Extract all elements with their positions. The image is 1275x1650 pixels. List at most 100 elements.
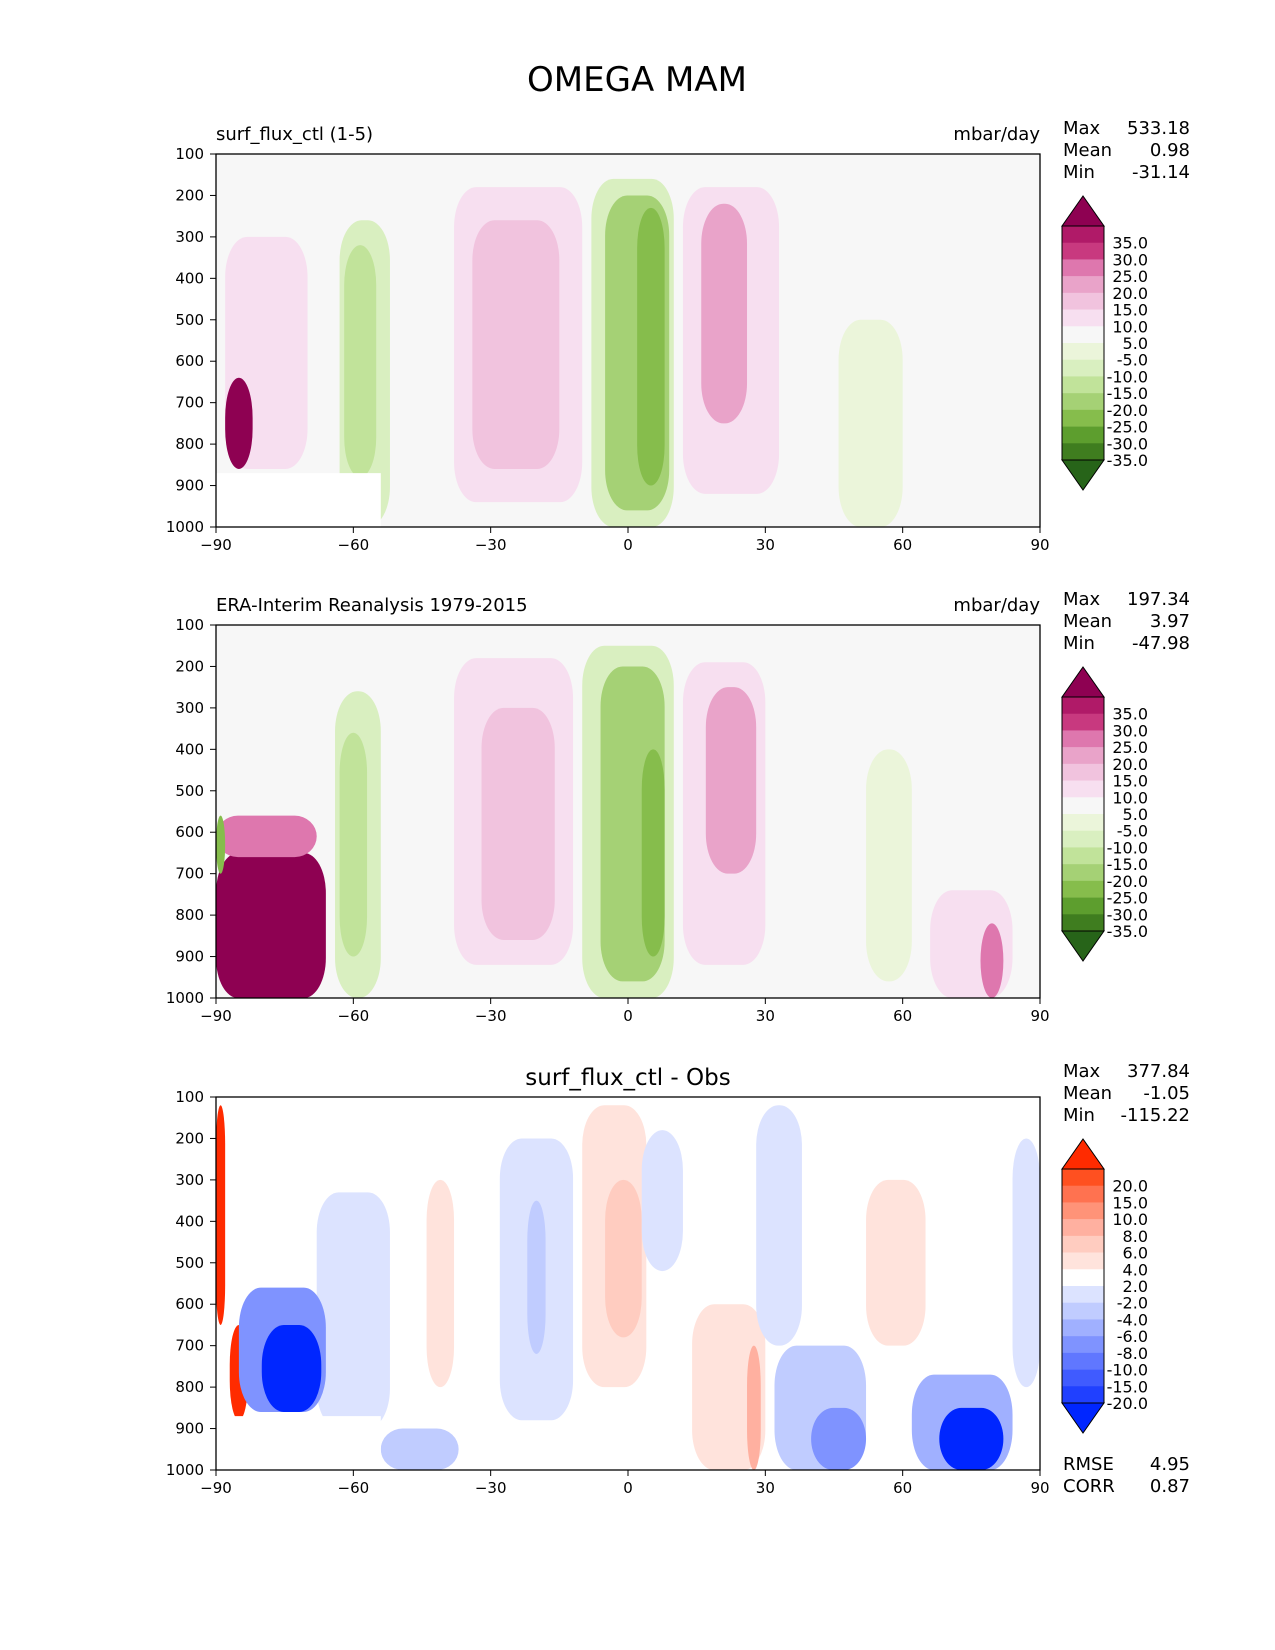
stat-value-max: 197.34	[1127, 589, 1190, 610]
colorbar-tick-label: -15.0	[1107, 384, 1148, 403]
colorbar-tick-label: 20.0	[1112, 284, 1148, 303]
panel-title: surf_flux_ctl - Obs	[525, 1065, 730, 1091]
y-tick-label: 700	[175, 865, 204, 883]
colorbar-tick-label: -20.0	[1107, 1394, 1148, 1413]
contour-region-7	[426, 1179, 455, 1388]
contour-region-11	[216, 815, 317, 858]
x-tick-label: 30	[756, 1007, 775, 1025]
colorbar-frame	[1061, 696, 1105, 932]
panel-title: ERA-Interim Reanalysis 1979-2015	[216, 595, 528, 616]
colorbar-tick-label: -10.0	[1107, 367, 1148, 386]
stat-value-mean: 3.97	[1150, 611, 1190, 632]
colorbar-tick-label: -5.0	[1117, 351, 1148, 370]
y-tick-label: 200	[175, 186, 204, 204]
colorbar-swatch	[1062, 1336, 1104, 1354]
units-label: mbar/day	[953, 124, 1040, 145]
colorbar-swatch	[1062, 276, 1104, 294]
y-tick-label: 800	[175, 435, 204, 453]
colorbar-swatch	[1062, 326, 1104, 344]
y-tick-label: 900	[175, 477, 204, 495]
y-tick-label: 900	[175, 1420, 204, 1438]
stat-value-min: -47.98	[1132, 633, 1190, 654]
masked-region-1	[216, 473, 381, 527]
colorbar-swatch	[1062, 359, 1104, 377]
colorbar-frame	[1061, 225, 1105, 461]
colorbar-extend-bottom	[1061, 930, 1105, 962]
colorbar-swatch	[1062, 259, 1104, 277]
metric-value-corr: 0.87	[1150, 1476, 1190, 1497]
colorbar-tick-label: 5.0	[1123, 805, 1148, 824]
stat-label-max: Max	[1063, 118, 1101, 139]
metric-label-corr: CORR	[1063, 1476, 1115, 1497]
contour-region-10	[216, 852, 326, 998]
colorbar-tick-label: -2.0	[1117, 1294, 1148, 1313]
contour-region-2	[339, 732, 368, 957]
colorbar-tick-label: -25.0	[1107, 418, 1148, 437]
colorbar-tick-label: 25.0	[1112, 738, 1148, 757]
contour-field	[216, 1105, 1040, 1470]
stat-label-min: Min	[1063, 633, 1095, 654]
colorbar-swatch	[1062, 1202, 1104, 1220]
y-tick-label: 400	[175, 740, 204, 758]
y-tick-label: 500	[175, 311, 204, 329]
contour-region-14	[747, 1345, 761, 1470]
colorbar-swatch	[1062, 1286, 1104, 1304]
colorbar-swatch	[1062, 1269, 1104, 1287]
colorbar-tick-label: 20.0	[1112, 1177, 1148, 1196]
x-tick-label: 60	[893, 1007, 912, 1025]
x-tick-label: 60	[893, 536, 912, 554]
colorbar-swatch	[1062, 747, 1104, 765]
y-tick-label: 800	[175, 906, 204, 924]
contour-region-20	[939, 1407, 1004, 1470]
colorbar-swatch	[1062, 847, 1104, 865]
colorbar-swatch	[1062, 1319, 1104, 1337]
colorbar-tick-label: 6.0	[1123, 1244, 1148, 1263]
colorbar-swatch	[1062, 426, 1104, 444]
contour-region-13	[866, 749, 912, 982]
contour-region-12	[216, 815, 226, 874]
y-tick-label: 1000	[166, 518, 204, 536]
colorbar-tick-label: 10.0	[1112, 317, 1148, 336]
colorbar-swatch	[1062, 1219, 1104, 1237]
colorbar-tick-label: 5.0	[1123, 334, 1148, 353]
colorbar-swatch	[1062, 864, 1104, 882]
panel-title: surf_flux_ctl (1-5)	[216, 124, 373, 145]
x-tick-label: −60	[338, 1007, 370, 1025]
stat-label-mean: Mean	[1063, 1083, 1112, 1104]
colorbar-tick-label: -15.0	[1107, 855, 1148, 874]
colorbar-tick-label: -15.0	[1107, 1377, 1148, 1396]
x-tick-label: −60	[338, 536, 370, 554]
colorbar-swatch	[1062, 1352, 1104, 1370]
colorbar-extend-top	[1061, 666, 1105, 698]
colorbar-tick-label: -20.0	[1107, 401, 1148, 420]
colorbar-swatch	[1062, 1235, 1104, 1253]
y-tick-label: 300	[175, 228, 204, 246]
colorbar-tick-label: 2.0	[1123, 1277, 1148, 1296]
colorbar-tick-label: 15.0	[1112, 772, 1148, 791]
colorbar-tick-label: -8.0	[1117, 1344, 1148, 1363]
contour-region-9	[527, 1200, 546, 1354]
x-tick-label: 30	[756, 536, 775, 554]
colorbar-swatch	[1062, 797, 1104, 815]
contour-region-5	[261, 1324, 322, 1412]
colorbar: 35.030.025.020.015.010.05.0-5.0-10.0-15.…	[1061, 195, 1148, 491]
colorbar-swatch	[1062, 780, 1104, 798]
x-tick-label: 0	[623, 1007, 633, 1025]
colorbar-swatch	[1062, 1386, 1104, 1404]
y-tick-label: 100	[175, 145, 204, 163]
colorbar-tick-label: 10.0	[1112, 1210, 1148, 1229]
colorbar-swatch	[1062, 343, 1104, 361]
colorbar-swatch	[1062, 292, 1104, 310]
colorbar-extend-bottom	[1061, 1402, 1105, 1434]
y-tick-label: 800	[175, 1378, 204, 1396]
contour-region-12	[641, 1130, 683, 1272]
contour-region-15	[756, 1105, 802, 1346]
colorbar-tick-label: -30.0	[1107, 434, 1148, 453]
contour-region-12	[838, 319, 903, 527]
masked-region-1	[234, 1416, 381, 1470]
colorbar-swatch	[1062, 409, 1104, 427]
colorbar-tick-label: 10.0	[1112, 788, 1148, 807]
colorbar-swatch	[1062, 226, 1104, 244]
colorbar-tick-label: 35.0	[1112, 234, 1148, 253]
panels-group: −90 −60 −30 0 30 60 90100200300400500600700800…	[166, 118, 1190, 1497]
